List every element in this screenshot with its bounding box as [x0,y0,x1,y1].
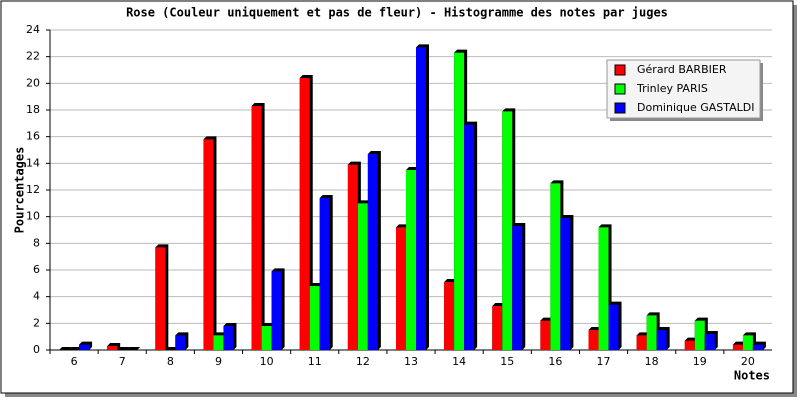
bar [79,344,90,350]
x-tick-label: 11 [308,355,322,368]
bar [752,344,763,350]
bar [271,271,282,350]
bar [175,335,186,350]
bar [646,315,657,350]
legend-swatch [614,83,626,95]
bar [732,344,743,350]
bar [396,227,406,350]
y-tick-label: 4 [33,290,40,303]
chart-title: Rose (Couleur uniquement et pas de fleur… [126,6,668,20]
legend-label: Trinley PARIS [636,82,708,95]
bar [319,198,330,350]
bar [357,203,368,350]
y-tick-label: 16 [26,130,40,143]
bar [550,183,561,350]
bar [704,334,715,350]
y-tick-label: 18 [26,103,40,116]
x-tick-label: 7 [119,355,126,368]
y-tick-label: 0 [33,343,40,356]
bar [454,52,465,351]
y-tick-label: 12 [26,183,40,196]
legend-box [606,59,761,119]
legend: Gérard BARBIER Trinley PARIS Dominique GAS… [606,59,763,121]
bar [464,124,475,351]
y-tick-label: 24 [26,23,40,36]
bar-depth [165,347,179,350]
x-tick-label: 17 [597,355,611,368]
bar [502,111,513,350]
bar [540,320,551,350]
bar [512,226,523,350]
x-tick-label: 9 [215,355,222,368]
bar [588,330,599,350]
legend-label: Gérard BARBIER [637,63,727,76]
y-tick-label: 2 [33,316,40,329]
legend-swatch [614,64,626,76]
bar [261,326,272,350]
bar [598,227,609,350]
bar [416,47,426,350]
x-tick-label: 15 [500,355,514,368]
bar [694,320,705,350]
bar-depth [117,347,131,350]
x-tick-label: 19 [693,355,707,368]
bar [492,306,503,350]
y-axis-label: Pourcentages [13,147,27,234]
bar [203,139,214,350]
bar [608,304,619,350]
bar [406,170,416,350]
legend-label: Dominique GASTALDI [637,101,754,114]
bar [223,326,234,350]
bar [213,335,224,350]
bar [299,78,310,350]
bar-depth [59,347,73,350]
bar [309,286,320,350]
x-axis-label: Notes [734,369,770,383]
y-tick-label: 14 [26,156,40,169]
legend-swatch [614,102,626,114]
x-tick-label: 13 [404,355,418,368]
y-tick-label: 20 [26,76,40,89]
x-tick-label: 6 [71,355,78,368]
bar-depth [127,347,141,350]
y-tick-label: 8 [33,236,40,249]
x-tick-label: 8 [167,355,174,368]
x-tick-label: 20 [741,355,755,368]
bar [251,106,262,350]
bar [636,335,647,350]
y-tick-label: 10 [26,210,40,223]
x-tick-label: 10 [260,355,274,368]
bar [684,340,695,350]
y-tick-label: 6 [33,263,40,276]
bar [560,218,571,350]
x-tick-label: 12 [356,355,370,368]
bar [367,154,378,350]
bar-depth [69,347,83,350]
bar [107,346,118,350]
bar [444,282,455,350]
x-tick-label: 16 [548,355,562,368]
x-tick-label: 18 [645,355,659,368]
bar [155,247,166,350]
bar [656,330,667,350]
bar [742,335,753,350]
x-tick-label: 14 [452,355,466,368]
y-tick-label: 22 [26,50,40,63]
bar [347,164,358,350]
